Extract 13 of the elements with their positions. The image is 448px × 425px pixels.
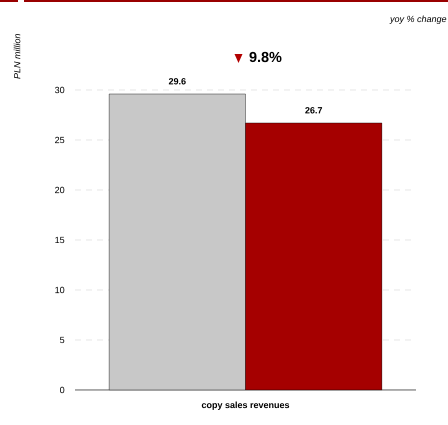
- y-tick-label: 10: [55, 286, 64, 294]
- x-tick-label: copy sales revenues: [202, 402, 290, 410]
- text: yoy % change: [390, 16, 446, 24]
- text: 9.8%: [250, 52, 282, 62]
- y-tick-label: 25: [55, 136, 64, 144]
- data-label: 26.7: [305, 107, 322, 114]
- y-tick-label: 0: [60, 386, 64, 394]
- y-axis-title: PLN million: [14, 34, 20, 79]
- data-label: 29.6: [168, 78, 186, 84]
- y-tick-label: 15: [55, 236, 64, 244]
- y-tick-label: 5: [60, 336, 64, 344]
- y-tick-label: 20: [55, 186, 64, 194]
- y-tick-label: 30: [54, 86, 64, 94]
